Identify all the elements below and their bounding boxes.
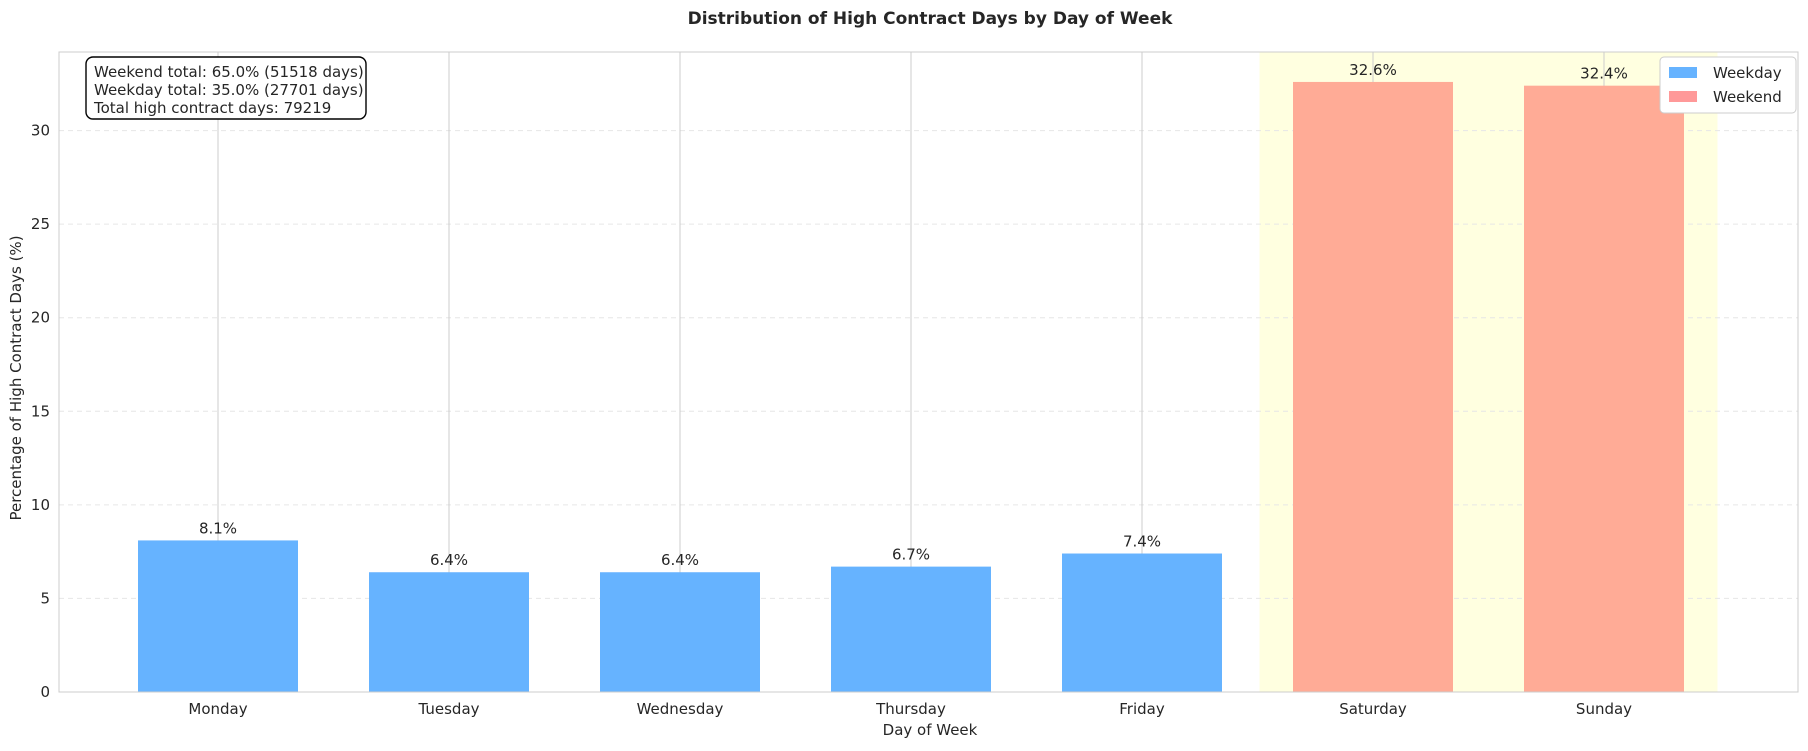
value-labels-layer: 8.1% 6.4% 6.4% 6.7% 7.4% 32.6% 32.4% [199,61,1628,569]
x-tick-label: Friday [1119,700,1165,718]
chart-title: Distribution of High Contract Days by Da… [688,9,1174,29]
annotation-line-weekend: Weekend total: 65.0% (51518 days) [94,63,364,81]
y-tick-label: 30 [31,122,50,140]
legend-swatch-weekend [1669,91,1697,102]
bars-layer [138,81,1684,693]
bar-tuesday [369,572,529,692]
x-tick-label: Tuesday [417,700,479,718]
value-label: 8.1% [199,519,237,537]
x-tick-label: Wednesday [637,700,724,718]
bar-sunday [1524,85,1684,693]
legend-label-weekday: Weekday [1713,64,1782,82]
x-axis-label: Day of Week [883,721,978,739]
annotation-line-total: Total high contract days: 79219 [93,99,331,117]
x-tick-label: Sunday [1576,700,1632,718]
x-tick-label: Monday [188,700,247,718]
y-tick-label: 0 [40,683,50,701]
y-tick-label: 10 [31,496,50,514]
x-tick-label: Saturday [1339,700,1407,718]
bar-monday [138,540,298,692]
legend-swatch-weekday [1669,67,1697,78]
y-axis-label: Percentage of High Contract Days (%) [7,235,25,520]
value-label: 32.4% [1580,65,1628,83]
bar-friday [1062,553,1222,692]
value-label: 6.4% [661,551,699,569]
value-label: 32.6% [1349,61,1397,79]
y-tick-label: 25 [31,215,50,233]
y-tick-label: 15 [31,402,50,420]
stats-annotation-box: Weekend total: 65.0% (51518 days) Weekda… [85,56,367,120]
legend-label-weekend: Weekend [1713,88,1782,106]
x-tick-label: Thursday [875,700,946,718]
plot-frame [58,51,1799,693]
legend: Weekday Weekend [1659,56,1797,114]
y-tick-label: 5 [40,589,50,607]
axes-layer: 0 5 10 15 20 25 30 Monday Tuesday Wednesday Thursd… [31,51,1799,718]
bar-saturday [1293,81,1453,692]
bar-thursday [831,566,991,692]
annotation-box-frame [85,56,367,120]
annotation-line-weekday: Weekday total: 35.0% (27701 days) [94,81,364,99]
value-label: 6.7% [892,546,930,564]
bar-wednesday [600,572,760,692]
value-label: 7.4% [1123,533,1161,551]
value-label: 6.4% [430,551,468,569]
y-tick-label: 20 [31,309,50,327]
